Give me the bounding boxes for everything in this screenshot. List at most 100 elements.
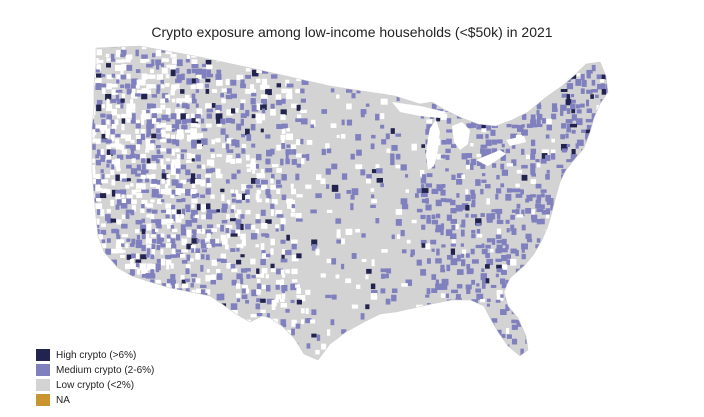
county-cell: [601, 74, 607, 80]
county-cell: [111, 333, 117, 337]
county-cell: [485, 148, 492, 155]
county-cell: [290, 283, 298, 291]
county-cell: [296, 68, 301, 75]
county-cell: [255, 349, 259, 355]
county-cell: [515, 193, 523, 198]
county-cell: [460, 224, 466, 228]
county-cell: [455, 303, 463, 310]
county-cell: [175, 298, 182, 304]
county-cell: [450, 199, 456, 206]
county-cell: [556, 164, 564, 169]
county-cell: [180, 113, 188, 121]
county-cell: [140, 169, 147, 175]
county-cell: [175, 108, 183, 115]
county-cell: [130, 93, 138, 99]
county-cell: [146, 339, 153, 345]
county-cell: [360, 313, 365, 320]
county-cell: [106, 119, 110, 125]
county-cell: [185, 118, 192, 123]
county-cell: [231, 309, 238, 315]
county-cell: [140, 58, 147, 63]
county-cell: [500, 278, 506, 285]
county-cell: [246, 134, 252, 141]
county-cell: [260, 298, 266, 303]
legend-item-low: Low crypto (<2%): [36, 378, 154, 392]
county-cell: [126, 113, 134, 118]
map-legend: High crypto (>6%) Medium crypto (2-6%) L…: [36, 348, 154, 408]
county-cell: [186, 318, 192, 322]
county-cell: [511, 143, 516, 149]
county-cell: [211, 139, 215, 145]
county-cell: [546, 298, 553, 303]
county-cell: [580, 154, 586, 159]
county-cell: [346, 119, 353, 126]
county-cell: [336, 134, 340, 138]
county-cell: [291, 103, 299, 109]
county-cell: [266, 318, 273, 325]
county-cell: [405, 279, 413, 286]
county-cell: [110, 98, 117, 104]
county-cell: [146, 63, 153, 68]
county-cell: [475, 324, 479, 328]
county-cell: [276, 99, 283, 106]
county-cell: [92, 238, 97, 244]
county-cell: [286, 338, 292, 342]
county-cell: [541, 243, 548, 249]
county-cell: [150, 69, 154, 74]
county-cell: [535, 199, 541, 204]
county-cell: [130, 139, 135, 144]
county-cell: [466, 78, 471, 84]
county-cell: [220, 319, 226, 325]
county-cell: [456, 69, 464, 77]
county-cell: [575, 319, 582, 325]
county-cell: [461, 64, 465, 71]
county-cell: [500, 309, 507, 316]
county-cell: [166, 238, 172, 243]
county-cell: [520, 89, 526, 94]
county-cell: [215, 104, 222, 111]
county-cell: [216, 153, 222, 157]
county-cell: [135, 128, 139, 134]
county-cell: [490, 46, 495, 50]
county-cell: [92, 108, 96, 116]
county-cell: [511, 324, 518, 330]
county-cell: [400, 79, 406, 87]
county-cell: [150, 84, 156, 89]
county-cell: [461, 153, 468, 160]
county-cell: [191, 93, 196, 100]
county-cell: [86, 110, 89, 117]
county-cell: [216, 258, 224, 262]
county-cell: [161, 58, 166, 62]
county-cell: [321, 73, 325, 80]
county-cell: [505, 114, 510, 119]
county-cell: [385, 354, 391, 358]
county-cell: [140, 284, 148, 290]
county-cell: [92, 129, 97, 135]
county-cell: [246, 164, 252, 168]
county-cell: [205, 83, 210, 88]
county-cell: [401, 283, 408, 287]
county-cell: [612, 290, 616, 294]
county-cell: [201, 358, 207, 360]
county-cell: [161, 173, 169, 180]
county-cell: [205, 59, 212, 66]
county-cell: [100, 283, 107, 289]
county-cell: [510, 258, 517, 266]
county-cell: [240, 268, 248, 273]
county-cell: [476, 134, 484, 139]
county-cell: [156, 244, 161, 251]
county-cell: [86, 129, 91, 136]
county-cell: [295, 218, 303, 222]
county-cell: [535, 203, 542, 209]
county-cell: [480, 338, 485, 345]
county-cell: [151, 113, 157, 120]
county-cell: [141, 46, 147, 50]
county-cell: [515, 283, 521, 290]
county-cell: [571, 243, 577, 248]
county-cell: [470, 214, 478, 218]
county-cell: [176, 74, 183, 81]
county-cell: [92, 48, 96, 54]
county-cell: [135, 319, 142, 326]
county-cell: [275, 224, 279, 229]
county-cell: [226, 343, 232, 350]
